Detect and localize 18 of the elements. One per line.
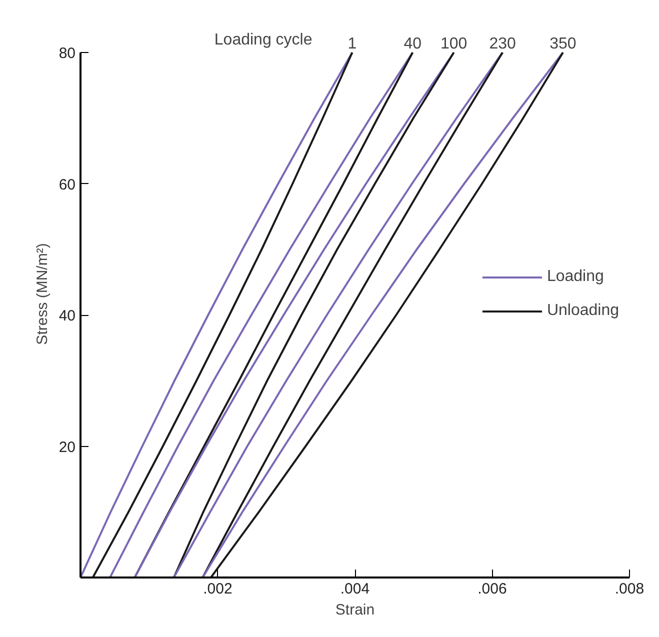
x-tick-label: .002 [203,580,232,598]
x-tick-label: .008 [614,580,644,598]
annotation: 100 [440,36,468,52]
annotation: 1 [348,36,357,52]
legend-label: Unloading [546,302,619,320]
y-axis-title: Stress (MN/m²) [34,243,51,345]
annotation: 40 [404,36,422,52]
text: Loading cycle [214,32,312,48]
x-tick-label: .004 [340,580,370,598]
annotation: 230 [489,36,516,52]
annotation: 350 [550,36,576,52]
y-tick-label: 20 [58,438,76,456]
x-axis-title: Strain [335,602,375,618]
y-tick-label: 40 [58,308,76,324]
x-tick-label: .006 [478,580,507,598]
y-tick-label: 80 [58,45,76,62]
legend-label: Loading [546,268,604,286]
y-tick-label: 60 [58,176,76,194]
